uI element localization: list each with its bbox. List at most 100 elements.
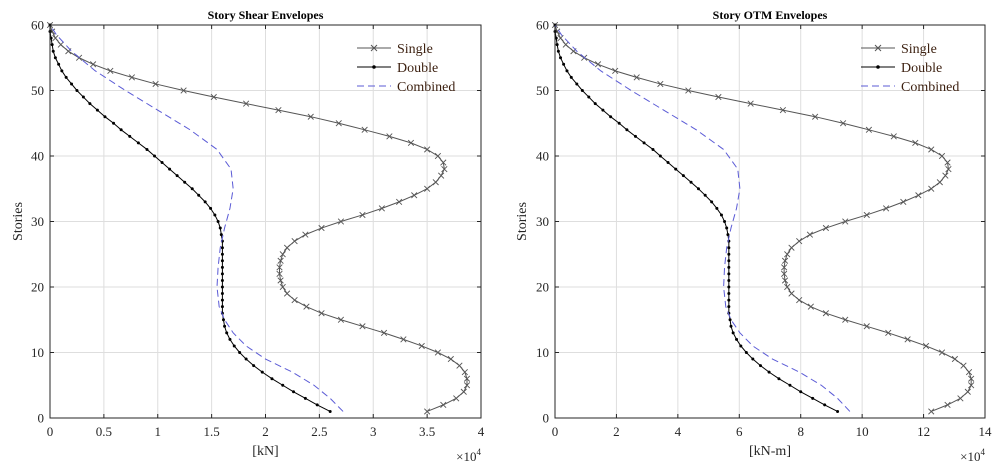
data-point-double [727, 298, 731, 302]
data-point-single [747, 100, 754, 107]
data-point-single [685, 87, 692, 94]
data-point-double [220, 259, 224, 263]
data-point-double [228, 337, 232, 341]
x-tick-label: 10 [856, 424, 869, 439]
data-point-single [928, 408, 935, 415]
data-point-single [957, 395, 964, 402]
data-point-double [57, 62, 61, 66]
x-tick-label: 2 [262, 424, 269, 439]
data-point-double [735, 337, 739, 341]
data-point-double [727, 246, 731, 250]
data-point-single [52, 34, 59, 42]
data-point-single [424, 408, 431, 415]
series-line-single [554, 24, 972, 412]
y-tick-label: 60 [536, 18, 549, 33]
data-point-double [218, 226, 222, 230]
data-point-double [221, 318, 225, 322]
data-point-single [283, 244, 291, 251]
data-point-double [209, 206, 213, 210]
x-tick-label: 0 [47, 424, 54, 439]
data-point-single [128, 74, 136, 81]
data-point-double [223, 324, 227, 328]
story-otm-chart: 0 2 4 6 8 10 12 14 0 10 20 30 40 50 60 Story OTM Envel… [515, 8, 992, 464]
data-point-double [601, 108, 605, 112]
x-tick-label: 4 [675, 424, 682, 439]
data-point-single [928, 146, 935, 153]
y-tick-label: 30 [31, 214, 44, 229]
gridlines [554, 24, 986, 419]
data-point-double [727, 278, 731, 282]
data-point-single [965, 369, 973, 376]
data-point-double [203, 200, 207, 204]
chart-title: Story OTM Envelopes [713, 8, 828, 22]
data-point-double [651, 147, 655, 151]
data-point-double [703, 193, 707, 197]
data-point-single [463, 382, 471, 389]
legend-marker-single [874, 44, 882, 52]
data-point-single [291, 238, 298, 245]
data-point-double [666, 161, 670, 165]
data-point-double [160, 161, 164, 165]
data-point-double [95, 108, 99, 112]
data-point-double [689, 180, 693, 184]
legend: Single Double Combined [861, 42, 959, 95]
data-point-double [633, 134, 637, 138]
data-point-double [727, 259, 731, 263]
data-point-single [447, 355, 454, 363]
data-point-double [216, 220, 220, 223]
data-point-single [359, 211, 366, 219]
data-point-double [220, 298, 224, 302]
data-point-single [277, 277, 284, 284]
data-point-double [744, 351, 748, 354]
data-point-single [842, 218, 849, 225]
data-point-single [944, 159, 951, 166]
data-point-double [625, 128, 629, 132]
data-point-double [303, 396, 307, 400]
data-series [46, 21, 471, 415]
data-point-single [57, 41, 64, 48]
data-point-double [238, 351, 242, 354]
data-point-single [784, 283, 791, 291]
series-line-single [49, 24, 468, 412]
data-point-single [335, 120, 342, 127]
data-point-double [731, 331, 735, 335]
legend-marker-single [370, 44, 378, 52]
x-tick-label: 4 [478, 424, 485, 439]
data-point-double [556, 49, 560, 53]
axis-ticks: 0 2 4 6 8 10 12 14 0 10 20 30 40 50 60 [536, 18, 992, 440]
data-point-double [103, 115, 107, 119]
data-point-double [777, 377, 781, 381]
multiplier-exponent: 4 [477, 447, 482, 457]
data-point-double [70, 82, 74, 86]
data-point-single [378, 205, 385, 212]
data-point-double [252, 364, 256, 368]
data-point-double [811, 396, 815, 400]
data-point-double [112, 121, 116, 125]
data-point-double [836, 409, 840, 413]
data-point-single [440, 401, 447, 409]
data-point-single [432, 179, 439, 186]
data-point-single [279, 283, 286, 291]
data-point-double [696, 187, 700, 191]
data-point-single [807, 303, 814, 310]
data-point-single [781, 257, 789, 264]
data-point-double [727, 272, 731, 276]
data-point-double [220, 265, 224, 269]
data-point-double [244, 357, 248, 361]
data-point-single [89, 61, 97, 68]
legend-label-single: Single [397, 42, 433, 57]
data-point-double [727, 285, 731, 289]
data-point-double [767, 370, 771, 374]
data-point-single [242, 100, 250, 107]
data-series [551, 21, 975, 415]
data-point-single [434, 152, 442, 160]
data-point-double [183, 180, 187, 184]
data-point-single [781, 264, 788, 271]
data-point-single [395, 198, 403, 205]
data-point-single [657, 80, 664, 88]
y-tick-label: 20 [536, 280, 549, 295]
x-tick-label: 1 [155, 424, 162, 439]
data-point-double [609, 115, 613, 119]
legend: Single Double Combined [357, 42, 455, 95]
data-point-double [175, 174, 179, 178]
